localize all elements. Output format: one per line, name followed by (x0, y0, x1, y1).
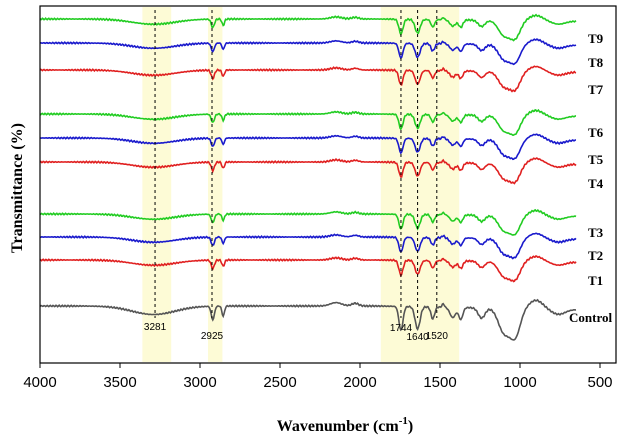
series-label-t3: T3 (588, 225, 604, 240)
spectra-curves (39, 13, 577, 341)
series-label-t2: T2 (588, 248, 603, 263)
x-tick-label-2500: 2500 (263, 374, 296, 391)
x-tick-label-3000: 3000 (183, 374, 216, 391)
series-label-control: Control (569, 310, 612, 325)
x-axis-label-tail: ) (408, 418, 413, 435)
series-label-t9: T9 (588, 31, 604, 46)
x-tick-label-1500: 1500 (423, 374, 456, 391)
series-line-t2 (39, 232, 577, 260)
x-tick-label-1000: 1000 (503, 374, 536, 391)
x-tick-label-3500: 3500 (103, 374, 136, 391)
series-line-control (39, 298, 577, 341)
highlight-band-0 (142, 7, 172, 362)
series-label-t5: T5 (588, 152, 604, 167)
x-tick-label-500: 500 (587, 374, 612, 391)
x-tick-label-2000: 2000 (343, 374, 376, 391)
series-line-t6 (39, 108, 577, 137)
series-label-t7: T7 (588, 82, 604, 97)
x-axis-label: Wavenumber (cm-1) (277, 415, 413, 435)
series-line-t9 (39, 13, 577, 42)
series-line-t7 (39, 65, 577, 93)
series-label-t8: T8 (588, 55, 604, 70)
series-line-t3 (39, 208, 577, 236)
peak-label-1744: 1744 (390, 323, 413, 334)
y-axis-label: Transmittance (%) (9, 123, 26, 253)
highlight-band-2 (380, 7, 460, 362)
series-label-t6: T6 (588, 125, 604, 140)
series-label-t1: T1 (588, 273, 603, 288)
x-tick-label-4000: 4000 (23, 374, 56, 391)
highlight-bands (142, 7, 460, 362)
series-line-t4 (39, 157, 577, 185)
x-axis-label-sup: -1 (399, 415, 408, 427)
peak-label-1640: 1640 (406, 332, 429, 343)
peak-label-3281: 3281 (144, 322, 167, 333)
peak-label-2925: 2925 (201, 331, 224, 342)
series-labels: T9 T8 T7 T6 T5 T4 T3 T2 T1 Control (569, 31, 612, 325)
series-line-t5 (39, 133, 576, 161)
series-line-t8 (39, 38, 577, 66)
series-label-t4: T4 (588, 176, 604, 191)
x-axis-ticks: 4000 3500 3000 2500 2000 1500 1000 500 (23, 363, 613, 391)
peak-label-1520: 1520 (426, 331, 449, 342)
x-axis-label-main: Wavenumber (cm (277, 418, 400, 435)
series-line-t1 (39, 255, 577, 283)
plot-frame (39, 5, 617, 364)
